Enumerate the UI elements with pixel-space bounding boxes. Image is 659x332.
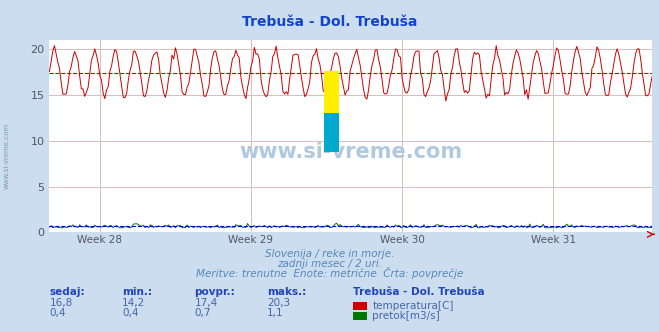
Text: Slovenija / reke in morje.: Slovenija / reke in morje. — [265, 249, 394, 259]
Text: www.si-vreme.com: www.si-vreme.com — [239, 141, 463, 162]
Text: 0,7: 0,7 — [194, 308, 211, 318]
Bar — [324, 113, 339, 151]
Text: 0,4: 0,4 — [49, 308, 66, 318]
Bar — [324, 71, 339, 113]
Text: povpr.:: povpr.: — [194, 287, 235, 297]
Text: 16,8: 16,8 — [49, 298, 72, 308]
Text: Trebuša - Dol. Trebuša: Trebuša - Dol. Trebuša — [353, 287, 484, 297]
Text: 1,1: 1,1 — [267, 308, 283, 318]
Text: pretok[m3/s]: pretok[m3/s] — [372, 311, 440, 321]
Text: 14,2: 14,2 — [122, 298, 145, 308]
Text: 0,4: 0,4 — [122, 308, 138, 318]
Text: www.si-vreme.com: www.si-vreme.com — [3, 123, 10, 189]
Text: maks.:: maks.: — [267, 287, 306, 297]
Text: Trebuša - Dol. Trebuša: Trebuša - Dol. Trebuša — [242, 15, 417, 29]
Text: zadnji mesec / 2 uri.: zadnji mesec / 2 uri. — [277, 259, 382, 269]
Text: sedaj:: sedaj: — [49, 287, 85, 297]
Text: min.:: min.: — [122, 287, 152, 297]
Text: 17,4: 17,4 — [194, 298, 217, 308]
Text: Meritve: trenutne  Enote: metrične  Črta: povprečje: Meritve: trenutne Enote: metrične Črta: … — [196, 267, 463, 279]
Text: 20,3: 20,3 — [267, 298, 290, 308]
Text: temperatura[C]: temperatura[C] — [372, 301, 454, 311]
